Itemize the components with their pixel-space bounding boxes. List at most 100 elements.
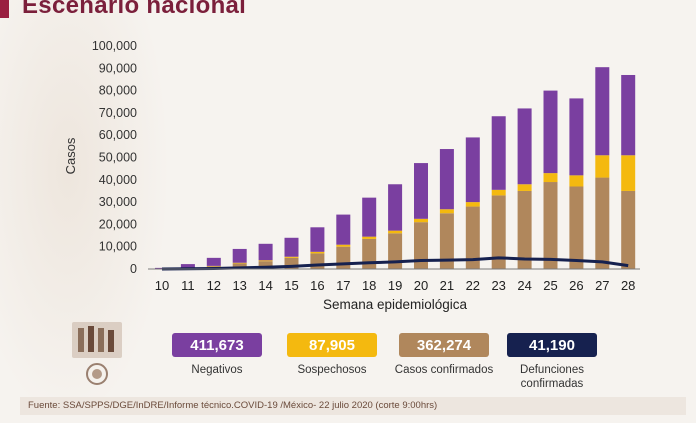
x-tick-label: 16 — [310, 278, 324, 293]
legend-label-sospechosos: Sospechosos — [297, 364, 367, 376]
bar-confirmados — [362, 238, 377, 269]
bar-negativos — [595, 67, 610, 156]
y-tick-label: 0 — [130, 262, 137, 276]
y-tick-label: 90,000 — [99, 61, 137, 75]
bar-sospechosos — [621, 155, 636, 191]
y-tick-label: 50,000 — [99, 151, 137, 165]
x-tick-label: 10 — [155, 278, 169, 293]
x-tick-label: 13 — [232, 278, 246, 293]
bar-negativos — [439, 149, 454, 210]
y-axis: 0 10,000 20,000 30,000 40,000 50,000 60,000 70,… — [92, 39, 137, 276]
x-tick-label: 11 — [181, 278, 195, 293]
bar-negativos — [284, 237, 299, 257]
source-footer: Fuente: SSA/SPPS/DGE/InDRE/Informe técni… — [20, 397, 686, 415]
bar-confirmados — [595, 177, 610, 269]
bar-negativos — [414, 163, 428, 219]
legend-label-defunciones: Defunciones confirmadas — [520, 364, 584, 390]
x-tick-label: 20 — [414, 278, 428, 293]
bar-sospechosos — [362, 236, 377, 239]
legend-sospechosos: 87,905 Sospechosos — [287, 333, 387, 377]
bar-confirmados — [517, 190, 532, 269]
x-tick-label: 19 — [388, 278, 402, 293]
legend-label-confirmados: Casos confirmados — [394, 364, 494, 376]
bar-sospechosos — [543, 173, 558, 183]
bar-negativos — [517, 108, 532, 185]
y-axis-label: Casos — [63, 137, 78, 174]
bar-confirmados — [465, 206, 480, 269]
bar-confirmados — [232, 263, 247, 269]
x-axis: 10 11 12 13 14 15 16 17 18 19 20 21 22 23 24 25 26 27 28 — [148, 268, 640, 293]
bar-confirmados — [491, 195, 506, 269]
bar-negativos — [543, 90, 558, 174]
bar-confirmados — [439, 213, 454, 269]
y-tick-label: 60,000 — [99, 128, 137, 142]
bar-negativos — [180, 264, 195, 268]
coat-of-arms-icon — [72, 322, 122, 385]
bar-negativos — [336, 214, 351, 245]
x-tick-label: 23 — [491, 278, 505, 293]
bar-negativos — [310, 227, 325, 252]
bar-confirmados — [258, 261, 273, 269]
x-tick-label: 21 — [440, 278, 454, 293]
bar-sospechosos — [569, 175, 584, 187]
bar-sospechosos — [336, 244, 351, 247]
x-tick-label: 17 — [336, 278, 350, 293]
line-defunciones — [161, 256, 629, 271]
bar-negativos — [621, 74, 636, 156]
legend-value-negativos: 411,673 — [172, 333, 262, 357]
bar-sospechosos — [517, 184, 532, 191]
x-tick-label: 22 — [466, 278, 480, 293]
bar-sospechosos — [388, 230, 403, 234]
y-tick-label: 20,000 — [99, 217, 137, 231]
y-tick-label: 10,000 — [99, 240, 137, 254]
bar-sospechosos — [232, 262, 247, 264]
page-title: Escenario nacional — [22, 0, 247, 19]
bar-negativos — [232, 248, 247, 263]
legend-value-sospechosos: 87,905 — [287, 333, 377, 357]
bar-sospechosos — [465, 202, 480, 207]
bar-confirmados — [336, 246, 351, 269]
legend-defunciones: 41,190 Defunciones confirmadas — [507, 333, 607, 391]
bar-confirmados — [414, 222, 428, 269]
bar-negativos — [465, 137, 480, 203]
bar-confirmados — [621, 190, 636, 269]
bar-sospechosos — [258, 260, 273, 262]
bar-confirmados — [543, 182, 558, 269]
bar-sospechosos — [310, 251, 325, 254]
bars-group — [155, 67, 636, 271]
y-tick-label: 30,000 — [99, 195, 137, 209]
x-tick-label: 12 — [207, 278, 221, 293]
x-tick-label: 25 — [543, 278, 557, 293]
bar-negativos — [206, 257, 221, 266]
legend-value-defunciones: 41,190 — [507, 333, 597, 357]
y-tick-label: 100,000 — [92, 39, 137, 53]
legend-negativos: 411,673 Negativos — [172, 333, 272, 377]
bar-negativos — [491, 116, 506, 190]
bar-negativos — [258, 243, 273, 261]
x-tick-label: 24 — [517, 278, 531, 293]
bar-sospechosos — [491, 189, 506, 196]
bar-confirmados — [388, 233, 403, 269]
bar-sospechosos — [414, 218, 428, 223]
legend-label-negativos: Negativos — [191, 364, 243, 376]
bar-negativos — [569, 98, 584, 176]
legend-confirmados: 362,274 Casos confirmados — [395, 333, 499, 377]
x-tick-label: 26 — [569, 278, 583, 293]
x-tick-label: 27 — [595, 278, 609, 293]
x-tick-label: 28 — [621, 278, 635, 293]
x-tick-label: 18 — [362, 278, 376, 293]
bar-negativos — [362, 197, 377, 237]
x-axis-label: Semana epidemiológica — [323, 297, 468, 312]
x-tick-label: 15 — [284, 278, 298, 293]
x-tick-label: 14 — [258, 278, 272, 293]
bar-confirmados — [569, 186, 584, 269]
bar-negativos — [388, 184, 403, 231]
y-tick-label: 40,000 — [99, 173, 137, 187]
legend-value-confirmados: 362,274 — [399, 333, 489, 357]
bar-sospechosos — [284, 256, 299, 258]
bar-confirmados — [284, 257, 299, 269]
title-accent-bar — [0, 0, 9, 18]
y-tick-label: 80,000 — [99, 84, 137, 98]
bar-sospechosos — [595, 155, 610, 178]
